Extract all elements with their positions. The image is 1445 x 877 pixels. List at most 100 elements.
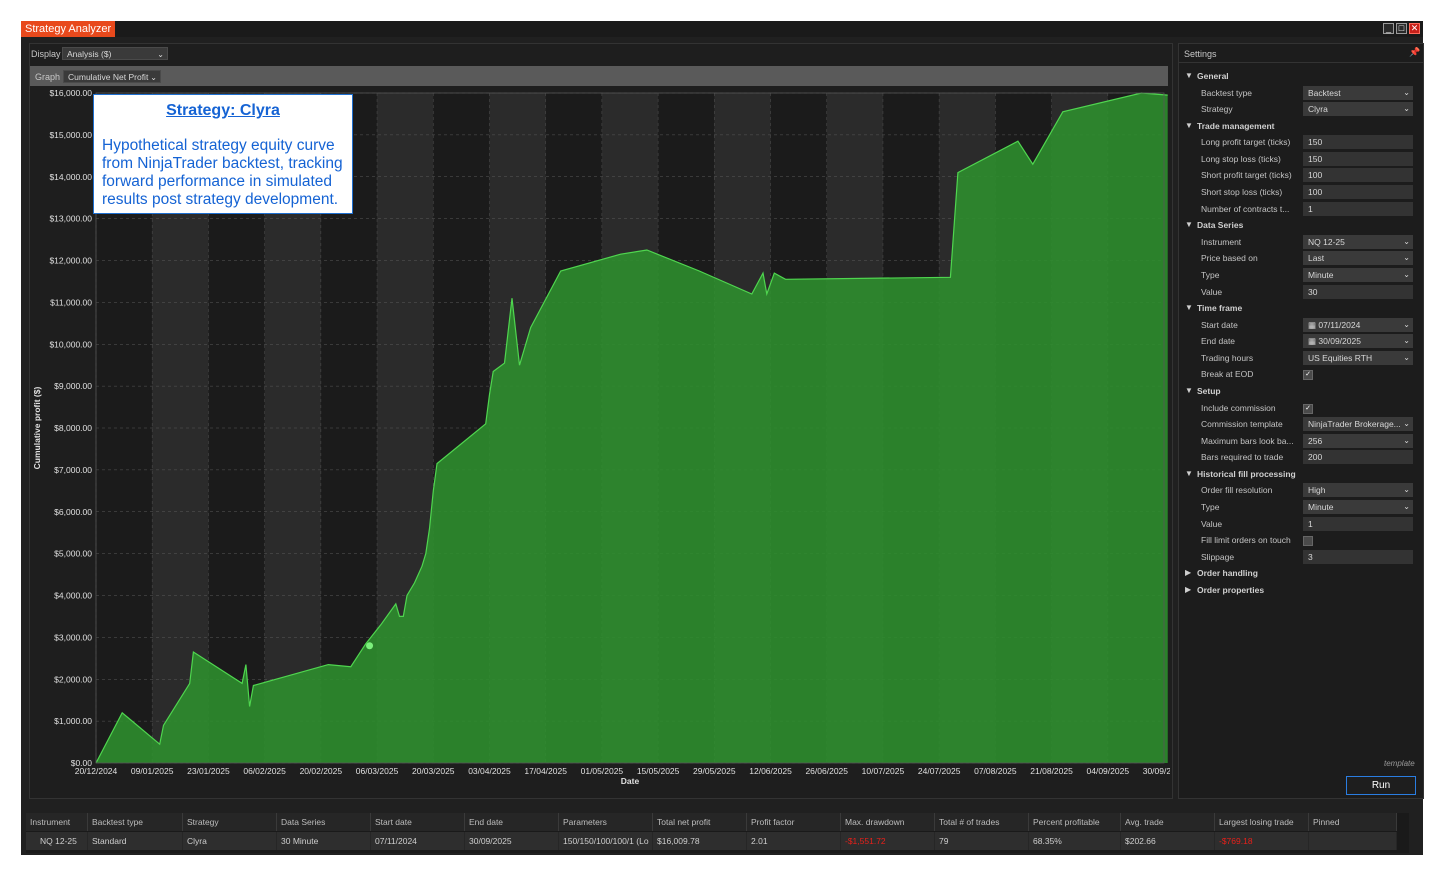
setting-dropdown[interactable]: ▦ 30/09/2025 ⌄ [1303, 334, 1413, 349]
setting-checkbox[interactable]: ✓ [1303, 403, 1313, 414]
setting-dropdown[interactable]: Clyra ⌄ [1303, 102, 1413, 117]
chevron-down-icon: ⌄ [1403, 419, 1410, 429]
display-dropdown[interactable]: Analysis ($) ⌄ [62, 47, 168, 60]
column-header[interactable]: Pinned [1309, 813, 1397, 831]
settings-row: Break at EOD ✓ [1179, 366, 1423, 382]
settings-section[interactable]: ▶ Order properties [1183, 582, 1423, 598]
column-header[interactable]: Profit factor [747, 813, 841, 831]
section-title: General [1197, 71, 1229, 81]
column-header[interactable]: Avg. trade [1121, 813, 1215, 831]
run-button[interactable]: Run [1346, 776, 1416, 795]
setting-key: Type [1201, 502, 1220, 512]
setting-dropdown[interactable]: NinjaTrader Brokerage... ⌄ [1303, 417, 1413, 432]
setting-input[interactable]: 100 [1303, 168, 1413, 183]
chevron-down-icon[interactable]: ▼ [1185, 468, 1193, 478]
chevron-down-icon: ⌄ [1403, 87, 1410, 97]
settings-section[interactable]: ▶ Order handling [1183, 565, 1423, 581]
setting-input[interactable]: 100 [1303, 185, 1413, 199]
setting-dropdown[interactable]: ▦ 07/11/2024 ⌄ [1303, 317, 1413, 332]
table-cell: NQ 12-25 [26, 832, 88, 850]
maximize-icon[interactable]: □ [1396, 23, 1407, 34]
setting-value: 256 [1308, 435, 1323, 446]
setting-input[interactable]: 150 [1303, 135, 1413, 150]
y-tick-label: $8,000.00 [54, 423, 92, 433]
setting-value: 07/11/2024 [1318, 319, 1361, 330]
display-value: Analysis ($) [67, 49, 112, 59]
table-cell: -$769.18 [1215, 832, 1309, 850]
column-header[interactable]: Largest losing trade [1215, 813, 1309, 831]
settings-section[interactable]: ▼ Data Series [1183, 217, 1423, 233]
table-cell: 68.35% [1029, 832, 1121, 850]
y-tick-label: $7,000.00 [54, 465, 92, 475]
settings-section[interactable]: ▼ Historical fill processing [1183, 466, 1423, 482]
x-tick-label: 20/12/2024 [75, 766, 118, 776]
y-tick-label: $5,000.00 [54, 549, 92, 559]
setting-dropdown[interactable]: Backtest ⌄ [1303, 85, 1413, 100]
settings-row: Backtest type Backtest ⌄ [1179, 85, 1423, 101]
x-tick-label: 17/04/2025 [524, 766, 567, 776]
column-header[interactable]: Backtest type [88, 813, 183, 831]
setting-checkbox[interactable]: ✓ [1303, 370, 1313, 381]
setting-key: Start date [1201, 319, 1238, 330]
chevron-down-icon[interactable]: ▼ [1185, 386, 1193, 395]
column-header[interactable]: Instrument [26, 813, 88, 831]
setting-key: Value [1201, 518, 1223, 529]
graph-label: Graph [35, 72, 61, 82]
column-header[interactable]: Max. drawdown [841, 813, 935, 831]
setting-input[interactable]: 1 [1303, 516, 1413, 531]
setting-value: Last [1308, 253, 1325, 264]
setting-key: Short stop loss (ticks) [1201, 187, 1283, 197]
setting-input[interactable]: 30 [1303, 284, 1413, 299]
settings-row: Order fill resolution High ⌄ [1179, 482, 1423, 498]
plot-border [95, 92, 1165, 764]
settings-section[interactable]: ▼ Time frame [1183, 300, 1423, 316]
close-icon[interactable]: ✕ [1409, 23, 1420, 34]
graph-dropdown[interactable]: Cumulative Net Profit ⌄ [63, 70, 161, 83]
column-header[interactable]: Percent profitable [1029, 813, 1121, 831]
template-link[interactable]: template [1384, 759, 1415, 768]
strategy-analyzer-window: Strategy Analyzer _ □ ✕ Display Analysis… [21, 21, 1424, 855]
settings-section[interactable]: ▼ General [1183, 68, 1423, 84]
chevron-down-icon[interactable]: ▼ [1185, 120, 1193, 130]
settings-row: Short profit target (ticks) 100 [1179, 167, 1423, 183]
column-header[interactable]: Strategy [183, 813, 277, 831]
chevron-down-icon[interactable]: ▼ [1185, 71, 1193, 80]
chevron-down-icon[interactable]: ▼ [1185, 303, 1193, 313]
table-cell: $202.66 [1121, 832, 1215, 850]
setting-dropdown[interactable]: Minute ⌄ [1303, 267, 1413, 282]
setting-value: 1 [1308, 518, 1313, 529]
column-header[interactable]: Parameters [559, 813, 653, 831]
chart-container: $0.00 $1,000.00 $2,000.00 $3,000.00 $4,000.0… [30, 88, 1186, 798]
setting-key: Short profit target (ticks) [1201, 170, 1292, 181]
setting-value: 150 [1308, 153, 1323, 164]
setting-key: Include commission [1201, 402, 1276, 413]
setting-input[interactable]: 1 [1303, 201, 1413, 216]
chevron-right-icon[interactable]: ▶ [1185, 568, 1192, 578]
setting-dropdown[interactable]: NQ 12-25 ⌄ [1303, 234, 1413, 249]
setting-dropdown[interactable]: Last ⌄ [1303, 251, 1413, 266]
setting-checkbox[interactable] [1303, 536, 1313, 547]
settings-section[interactable]: ▼ Trade management [1183, 118, 1423, 134]
column-header[interactable]: End date [465, 813, 559, 831]
column-header[interactable]: Total net profit [653, 813, 747, 831]
setting-key: Order fill resolution [1201, 485, 1273, 496]
column-header[interactable]: Start date [371, 813, 465, 831]
chevron-right-icon[interactable]: ▶ [1185, 584, 1192, 594]
settings-row: Slippage 3 [1179, 549, 1423, 565]
setting-input[interactable]: 3 [1303, 549, 1413, 564]
setting-dropdown[interactable]: US Equities RTH ⌄ [1303, 350, 1413, 365]
chevron-down-icon[interactable]: ▼ [1185, 220, 1193, 230]
setting-input[interactable]: 150 [1303, 151, 1413, 166]
x-tick-label: 06/02/2025 [243, 766, 286, 776]
setting-dropdown[interactable]: High ⌄ [1303, 483, 1413, 498]
y-tick-label: $1,000.00 [54, 716, 92, 726]
setting-dropdown[interactable]: 256 ⌄ [1303, 433, 1413, 448]
setting-input[interactable]: 200 [1303, 450, 1413, 465]
pin-icon[interactable]: 📌 [1409, 47, 1421, 57]
setting-dropdown[interactable]: Minute ⌄ [1303, 500, 1413, 514]
column-header[interactable]: Total # of trades [935, 813, 1029, 831]
settings-section[interactable]: ▼ Setup [1183, 383, 1423, 399]
column-header[interactable]: Data Series [277, 813, 371, 831]
minimize-icon[interactable]: _ [1383, 23, 1394, 34]
annotation-box: Strategy: Clyra Hypothetical strategy eq… [93, 94, 353, 214]
